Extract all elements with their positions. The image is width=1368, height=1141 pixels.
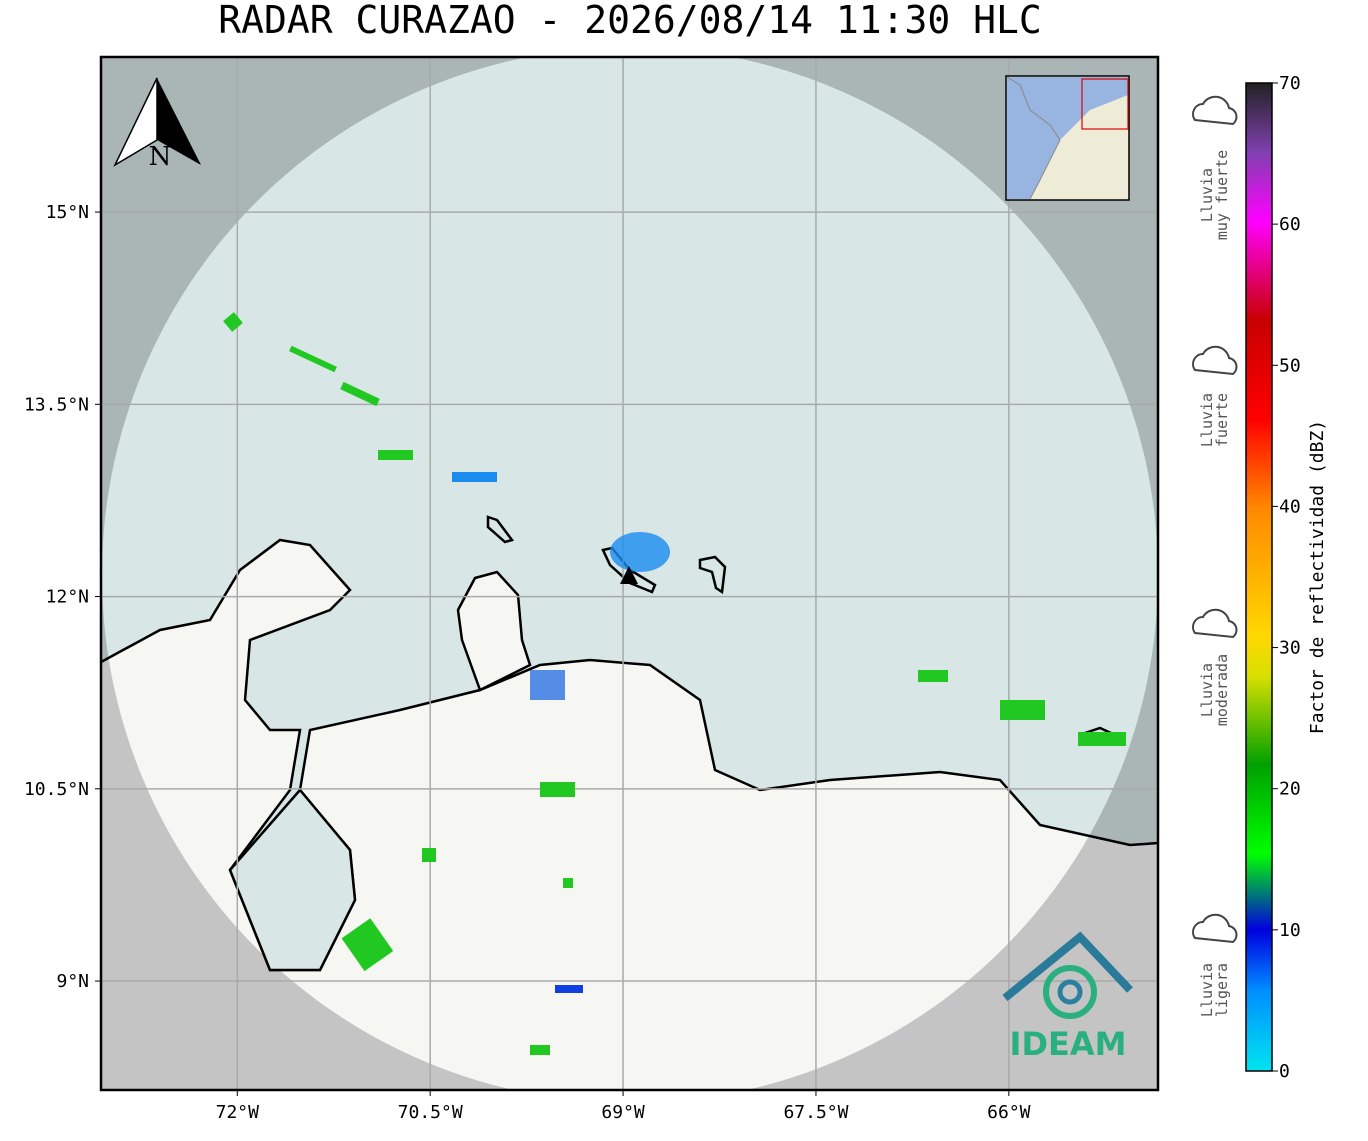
legend-label: Lluvia	[1198, 663, 1216, 717]
colorbar-tick-label: 0	[1279, 1061, 1290, 1082]
logo: IDEAM	[1002, 931, 1133, 1063]
colorbar-label: Factor de reflectividad (dBZ)	[1307, 420, 1328, 734]
legend-label: muy fuerte	[1213, 150, 1231, 240]
x-tick-label: 70.5°W	[398, 1102, 463, 1123]
y-tick-label: 13.5°N	[24, 394, 89, 415]
island	[486, 515, 515, 544]
x-tick-label: 69°W	[601, 1102, 645, 1123]
x-tick-label: 72°W	[216, 1102, 260, 1123]
x-tick-label: 67.5°W	[783, 1102, 848, 1123]
peninsula	[456, 570, 532, 692]
legend-icon	[1192, 345, 1238, 376]
island	[698, 555, 727, 595]
legend-label: ligera	[1213, 963, 1231, 1017]
cloud-icon	[1192, 95, 1238, 126]
north-label: N	[149, 142, 172, 172]
legend-icon	[1192, 608, 1238, 639]
map: N IDEAM	[101, 57, 1158, 1090]
radar-echoes	[223, 312, 1126, 1055]
legend-label: moderada	[1213, 654, 1231, 726]
legend-icon	[1192, 95, 1238, 126]
north-arrow: N	[113, 77, 201, 172]
map-frame	[99, 55, 1160, 1092]
lake	[228, 788, 357, 972]
colorbar-tick-label: 70	[1279, 73, 1301, 94]
x-tick-label: 66°W	[987, 1102, 1031, 1123]
colorbar	[1245, 82, 1273, 1072]
colorbar-tick-label: 60	[1279, 214, 1301, 235]
colorbar-tick-label: 20	[1279, 779, 1301, 800]
colorbar-tick-label: 50	[1279, 355, 1301, 376]
colorbar-tick-label: 30	[1279, 638, 1301, 659]
legend-label: Lluvia	[1198, 168, 1216, 222]
y-tick-label: 10.5°N	[24, 779, 89, 800]
colorbar-tick-label: 10	[1279, 920, 1301, 941]
cloud-icon	[1192, 913, 1238, 944]
legend-label: Lluvia	[1198, 963, 1216, 1017]
y-tick-label: 9°N	[56, 971, 89, 992]
y-tick-label: 12°N	[46, 587, 89, 608]
radar-site	[620, 566, 638, 584]
cloud-icon	[1192, 345, 1238, 376]
cloud-icon	[1192, 608, 1238, 639]
y-tick-label: 15°N	[46, 202, 89, 223]
legend-icon	[1192, 913, 1238, 944]
legend-label: fuerte	[1213, 393, 1231, 447]
inset-map	[1005, 75, 1130, 201]
colorbar-tick-label: 40	[1279, 496, 1301, 517]
legend-label: Lluvia	[1198, 393, 1216, 447]
title: RADAR CURAZAO - 2026/08/14 11:30 HLC	[218, 0, 1042, 42]
logo-text: IDEAM	[1010, 1025, 1127, 1063]
